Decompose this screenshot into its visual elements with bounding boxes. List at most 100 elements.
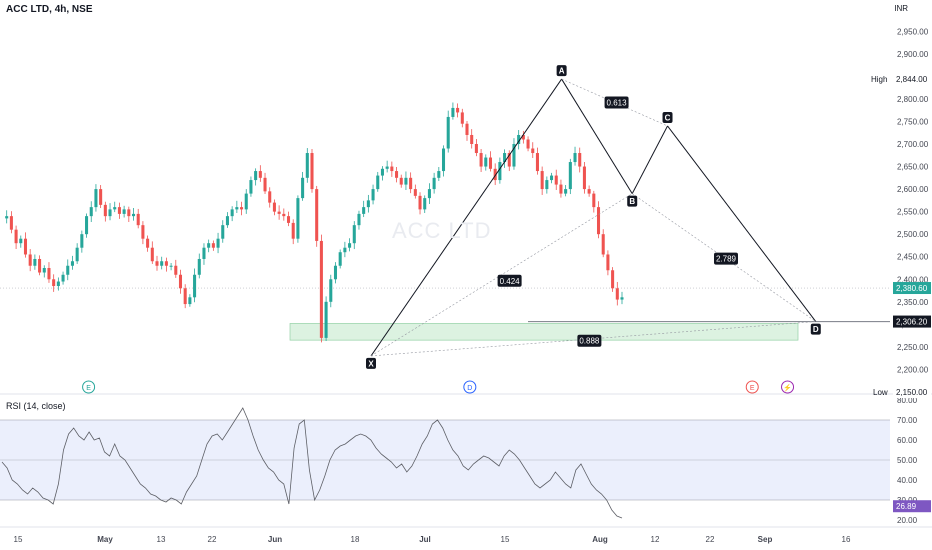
low-label: Low (873, 388, 888, 397)
candle-body (333, 265, 338, 280)
candle-body (268, 191, 272, 203)
candle-body (423, 198, 427, 210)
pattern-point-badge (627, 195, 638, 207)
candle-body (169, 265, 173, 267)
pattern-ratio-label: 0.424 (500, 277, 521, 286)
candle-body (244, 193, 248, 210)
candle-body (150, 247, 154, 262)
candle-body (427, 189, 431, 199)
price-tick-label: 2,600.00 (897, 185, 929, 194)
high-label: High (871, 75, 887, 84)
candle-body (301, 177, 305, 199)
split-marker (781, 380, 795, 394)
candle-body (474, 144, 478, 154)
price-tick-label: 2,500.00 (897, 230, 929, 239)
candle-body (155, 261, 159, 266)
pattern-point-badge (662, 111, 673, 123)
candle-body (385, 166, 389, 169)
candle-body (587, 189, 591, 194)
candle-body (521, 134, 525, 140)
candle-body (14, 229, 18, 244)
time-tick-label: Sep (758, 535, 773, 544)
prz-zone (289, 323, 799, 341)
time-tick-label: 16 (842, 535, 851, 544)
candle-body (437, 171, 441, 178)
candle-body (479, 153, 483, 167)
candle-body (329, 279, 333, 302)
candle-body (66, 265, 70, 275)
earnings-marker-glyph: E (86, 385, 91, 392)
candle-body (550, 175, 554, 181)
candle-body (413, 189, 417, 196)
price-tick-label: 2,650.00 (897, 163, 929, 172)
candle-body (249, 180, 253, 194)
candle-body (315, 189, 319, 241)
candle-body (225, 216, 229, 226)
candle-body (456, 107, 460, 113)
dividend-marker-glyph: D (467, 385, 472, 392)
candle-body (263, 177, 267, 192)
low-value-badge-bg (893, 386, 931, 398)
rsi-tick-label: 80.00 (897, 396, 918, 405)
candle-body (254, 171, 258, 181)
candle-body (277, 211, 281, 214)
pattern-ratio-line (632, 193, 816, 322)
candle-body (23, 238, 28, 255)
rsi-value-badge-bg (893, 500, 931, 513)
candle-body (582, 166, 586, 190)
candle-body (164, 261, 168, 266)
pattern-ratio-label: 0.613 (607, 99, 628, 108)
rsi-tick-label: 50.00 (897, 456, 918, 465)
rsi-tick-label: 40.00 (897, 476, 918, 485)
candle-body (305, 153, 309, 178)
time-tick-label: 18 (351, 535, 360, 544)
candle-body (568, 162, 572, 190)
candle-body (310, 153, 314, 190)
candle-body (19, 238, 23, 244)
price-tick-label: 2,900.00 (897, 50, 929, 59)
rsi-tick-label: 60.00 (897, 436, 918, 445)
candle-body (197, 258, 201, 275)
pattern-point-label: D (813, 325, 819, 334)
earnings-marker (745, 380, 759, 394)
candle-body (183, 288, 187, 305)
rsi-value-badge: 26.89 (896, 502, 917, 511)
candle-body (507, 153, 511, 167)
low-value-badge: 2,150.00 (896, 388, 928, 397)
pattern-point-label: B (629, 197, 635, 206)
candle-body (52, 279, 56, 287)
pattern-point-badge (366, 357, 376, 369)
candle-body (89, 207, 93, 217)
split-marker-glyph: ⚡ (783, 383, 792, 392)
time-tick-label: 12 (651, 535, 660, 544)
candle-body (211, 243, 215, 248)
candle-body (362, 207, 366, 214)
candle-body (446, 116, 450, 149)
candle-body (545, 180, 549, 190)
currency-label[interactable]: INR (894, 4, 908, 13)
candle-body (202, 247, 206, 259)
chart-title: ACC LTD, 4h, NSE (6, 4, 93, 15)
candle-body (70, 261, 74, 266)
candle-body (531, 148, 535, 154)
candle-body (240, 207, 244, 210)
candle-body (207, 243, 211, 248)
time-tick-label: May (97, 535, 113, 544)
price-tick-label: 2,700.00 (897, 140, 929, 149)
candle-body (470, 134, 474, 144)
level-price-badge-bg (893, 315, 931, 328)
candle-body (554, 175, 558, 185)
candle-body (38, 258, 42, 273)
candle-body (122, 209, 126, 214)
candle-body (42, 268, 46, 273)
candle-body (9, 216, 13, 230)
candle-body (319, 240, 323, 338)
candle-body (376, 175, 380, 190)
candle-body (615, 288, 619, 300)
candle-body (526, 139, 530, 149)
pattern-point-label: C (665, 113, 671, 122)
rsi-indicator-title[interactable]: RSI (14, close) (6, 401, 66, 411)
candle-body (343, 247, 347, 253)
rsi-line (1, 407, 623, 519)
